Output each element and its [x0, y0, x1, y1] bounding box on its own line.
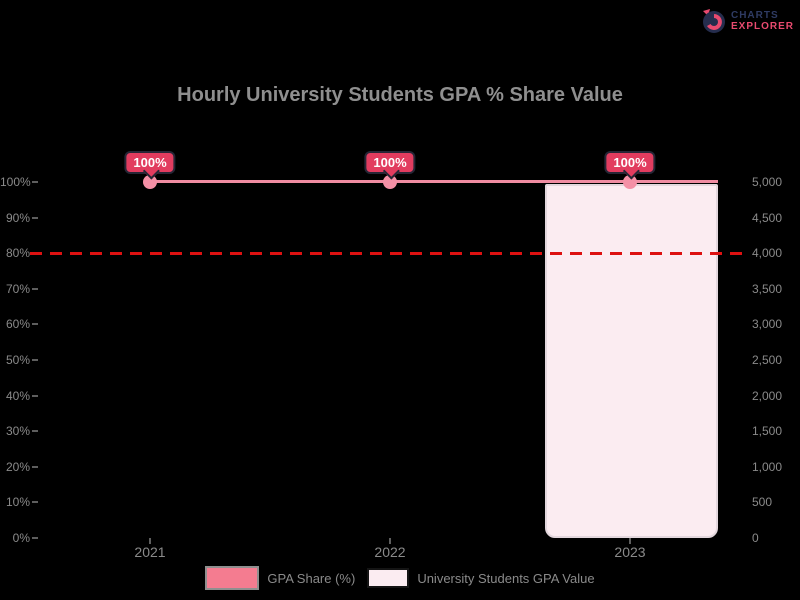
legend-item-bar: University Students GPA Value: [367, 568, 595, 588]
right-axis-tick-label: 0: [752, 531, 759, 545]
right-axis-tick-label: 2,000: [752, 389, 783, 403]
left-axis-tick-label: 40%: [5, 389, 30, 403]
bar-2023: [545, 184, 718, 538]
x-axis-tick: [149, 538, 151, 544]
left-axis-tick: [32, 217, 38, 219]
left-axis-tick-label: 70%: [5, 282, 30, 296]
left-axis-tick: [32, 466, 38, 468]
chart-title: Hourly University Students GPA % Share V…: [177, 84, 623, 106]
legend-label: University Students GPA Value: [417, 570, 595, 586]
left-axis-tick: [32, 537, 38, 539]
logo-line1: CHARTS: [730, 10, 779, 21]
left-axis-tick: [32, 359, 38, 361]
right-axis-tick-label: 3,000: [752, 317, 783, 331]
left-axis-tick: [32, 430, 38, 432]
legend-label: GPA Share (%): [267, 570, 356, 586]
left-axis-tick-label: 100%: [0, 175, 31, 189]
left-axis-tick-label: 20%: [5, 460, 30, 474]
left-axis-tick: [32, 181, 38, 183]
right-axis-tick-label: 4,000: [752, 246, 783, 260]
legend-item-line: GPA Share (%): [205, 566, 355, 590]
logo-text: CHARTS EXPLORER: [731, 10, 794, 32]
right-axis-tick-label: 4,500: [752, 211, 783, 225]
legend: GPA Share (%) University Students GPA Va…: [0, 566, 800, 590]
left-axis-tick-label: 10%: [5, 495, 30, 509]
x-axis-tick-label: 2022: [374, 544, 406, 560]
left-axis-tick-label: 60%: [5, 317, 30, 331]
data-label-badge: 100%: [124, 151, 176, 174]
legend-swatch-bar-series: [367, 568, 410, 588]
line-series: [150, 180, 718, 183]
left-axis-tick-label: 30%: [5, 424, 30, 438]
left-axis-tick-label: 50%: [5, 353, 30, 367]
right-axis-tick-label: 1,000: [752, 460, 783, 474]
line-marker: [623, 175, 637, 189]
right-axis-tick-label: 1,500: [752, 424, 783, 438]
line-marker: [143, 175, 157, 189]
x-axis-tick-label: 2021: [134, 544, 166, 560]
data-label-badge: 100%: [364, 151, 416, 174]
x-axis-tick: [629, 538, 631, 544]
left-axis-tick-label: 90%: [5, 211, 30, 225]
data-label-badge: 100%: [604, 151, 656, 174]
threshold-line: [30, 252, 745, 255]
right-axis-tick-label: 3,500: [752, 282, 783, 296]
left-axis-tick: [32, 395, 38, 397]
x-axis-tick-label: 2023: [614, 544, 646, 560]
logo: CHARTS EXPLORER: [700, 8, 794, 34]
x-axis-tick: [389, 538, 391, 544]
right-axis-tick-label: 2,500: [752, 353, 783, 367]
left-axis-tick: [32, 323, 38, 325]
logo-magnifier-icon: [702, 9, 725, 33]
line-marker: [383, 175, 397, 189]
left-axis-tick: [32, 288, 38, 290]
legend-swatch-line-series: [205, 566, 260, 590]
left-axis-tick-label: 0%: [12, 531, 30, 545]
left-axis-tick: [32, 501, 38, 503]
right-axis-tick-label: 5,000: [752, 175, 783, 189]
right-axis-tick-label: 500: [752, 495, 773, 509]
left-axis-tick-label: 80%: [5, 246, 30, 260]
logo-line2: EXPLORER: [730, 21, 794, 32]
